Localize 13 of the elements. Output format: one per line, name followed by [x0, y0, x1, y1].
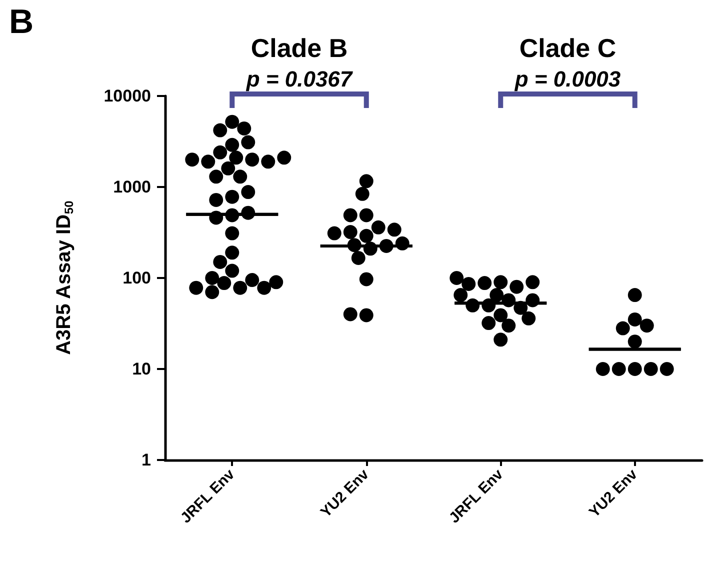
text: Clade B [250, 33, 348, 63]
y-tick-label: 100 [122, 268, 151, 288]
chart-title: B [9, 3, 34, 41]
text: p = 0.0003 [514, 66, 621, 92]
text: p = 0.0367 [245, 66, 354, 92]
text: Clade C [519, 33, 616, 63]
y-axis-title: A3R5 Assay ID50 [53, 200, 76, 355]
y-tick-label: 10000 [104, 86, 151, 106]
x-tick-label: YU2 Env [586, 466, 642, 521]
y-tick-label: 1000 [113, 178, 151, 196]
x-tick-label: YU2 Env [317, 466, 373, 521]
y-tick-label: 10 [132, 360, 151, 378]
y-tick-label: 1 [142, 450, 151, 470]
